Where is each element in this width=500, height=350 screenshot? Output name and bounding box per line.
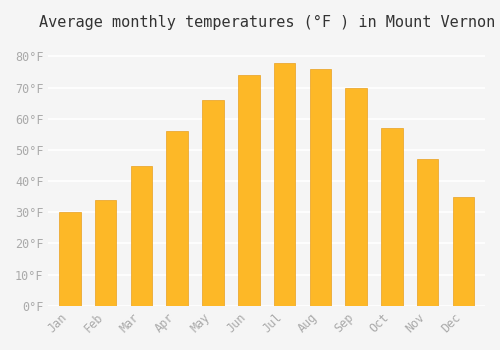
Bar bbox=[310, 69, 331, 306]
Bar bbox=[95, 200, 116, 306]
Bar bbox=[202, 100, 224, 306]
Bar bbox=[59, 212, 80, 306]
Bar bbox=[381, 128, 402, 306]
Title: Average monthly temperatures (°F ) in Mount Vernon: Average monthly temperatures (°F ) in Mo… bbox=[38, 15, 495, 30]
Bar bbox=[130, 166, 152, 306]
Bar bbox=[453, 197, 474, 306]
Bar bbox=[346, 88, 367, 306]
Bar bbox=[274, 63, 295, 306]
Bar bbox=[166, 131, 188, 306]
Bar bbox=[417, 159, 438, 306]
Bar bbox=[238, 75, 260, 306]
